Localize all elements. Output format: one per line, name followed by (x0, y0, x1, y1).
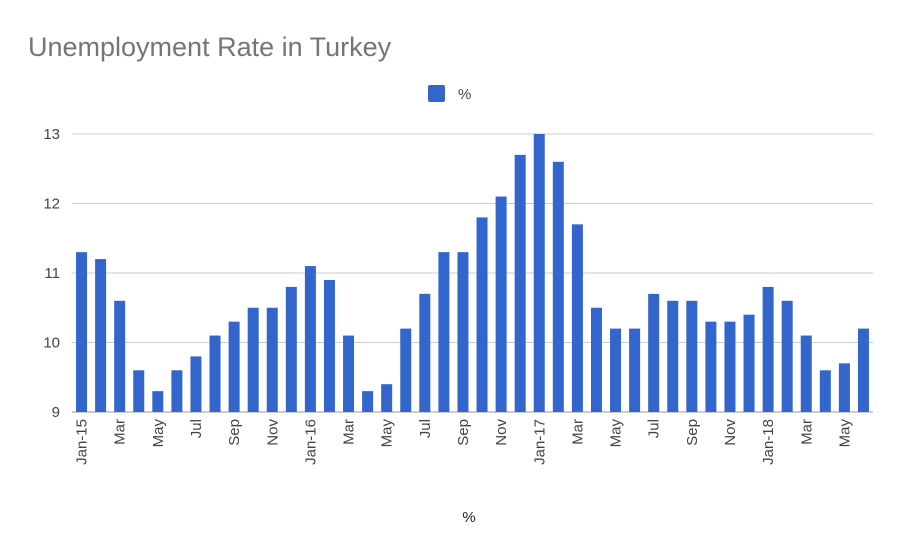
bar (247, 307, 259, 412)
bar (686, 300, 698, 412)
legend-label: % (458, 86, 471, 103)
bars (76, 134, 869, 412)
x-tick-label: Mar (569, 419, 586, 445)
gridlines (72, 133, 873, 413)
x-tick-label: Nov (264, 419, 281, 446)
bar (171, 370, 183, 412)
legend: % (428, 85, 471, 103)
x-tick-label: Jul (188, 419, 205, 438)
x-tick-label: Jan-18 (760, 419, 777, 465)
bar (743, 314, 755, 412)
bar (400, 328, 412, 412)
x-tick-label: May (379, 419, 396, 448)
x-tick-label: Jan-15 (74, 419, 91, 465)
x-tick-label: Jan-17 (531, 419, 548, 465)
bar (648, 293, 660, 412)
x-tick-label: May (836, 419, 853, 448)
bar (323, 279, 335, 412)
bar (762, 286, 774, 412)
bar (495, 196, 507, 412)
x-tick-label: Mar (341, 419, 358, 445)
legend-swatch (428, 85, 445, 102)
bar (343, 335, 355, 412)
bar (514, 154, 526, 412)
bar (819, 370, 831, 412)
bar (438, 252, 450, 412)
bar (838, 363, 850, 412)
x-tick-label: Mar (798, 419, 815, 445)
bar (266, 307, 278, 412)
x-tick-label: Nov (722, 419, 739, 446)
x-tick-label: Mar (112, 419, 129, 445)
bar (209, 335, 221, 412)
bar (724, 321, 736, 412)
bar (381, 384, 393, 412)
bar (362, 391, 374, 412)
y-tick-label: 11 (44, 265, 60, 282)
x-tick-label: Jan-16 (302, 419, 319, 465)
bar (629, 328, 641, 412)
bar (114, 300, 126, 412)
x-axis: Jan-15 Mar May Jul Sep Nov Jan-16 Mar May Jul Sep N… (74, 419, 854, 465)
x-axis-title: % (462, 509, 475, 526)
bar (419, 293, 431, 412)
x-tick-label: May (150, 419, 167, 448)
bar (590, 307, 602, 412)
bar (457, 252, 469, 412)
y-tick-label: 12 (43, 196, 60, 213)
y-tick-label: 9 (52, 404, 60, 421)
x-tick-label: May (608, 419, 625, 448)
bar (667, 300, 679, 412)
bar (781, 300, 793, 412)
y-tick-label: 13 (43, 126, 60, 143)
bar (133, 370, 145, 412)
bar (552, 161, 564, 412)
bar (571, 224, 583, 412)
bar (76, 252, 88, 412)
x-tick-label: Sep (226, 419, 243, 446)
bar (304, 266, 316, 412)
x-tick-label: Jul (646, 419, 663, 438)
chart-title: Unemployment Rate in Turkey (28, 32, 392, 62)
bar (533, 134, 545, 412)
bar (190, 356, 202, 412)
bar (285, 286, 297, 412)
bar (610, 328, 622, 412)
bar (228, 321, 240, 412)
x-tick-label: Jul (417, 419, 434, 438)
bar (152, 391, 164, 412)
y-axis: 9 10 11 12 13 (43, 126, 60, 421)
bar (857, 328, 869, 412)
bar (476, 217, 488, 412)
x-tick-label: Nov (493, 419, 510, 446)
bar (800, 335, 812, 412)
x-tick-label: Sep (684, 419, 701, 446)
bar (95, 259, 107, 412)
bar (705, 321, 717, 412)
y-tick-label: 10 (43, 335, 60, 352)
x-tick-label: Sep (455, 419, 472, 446)
